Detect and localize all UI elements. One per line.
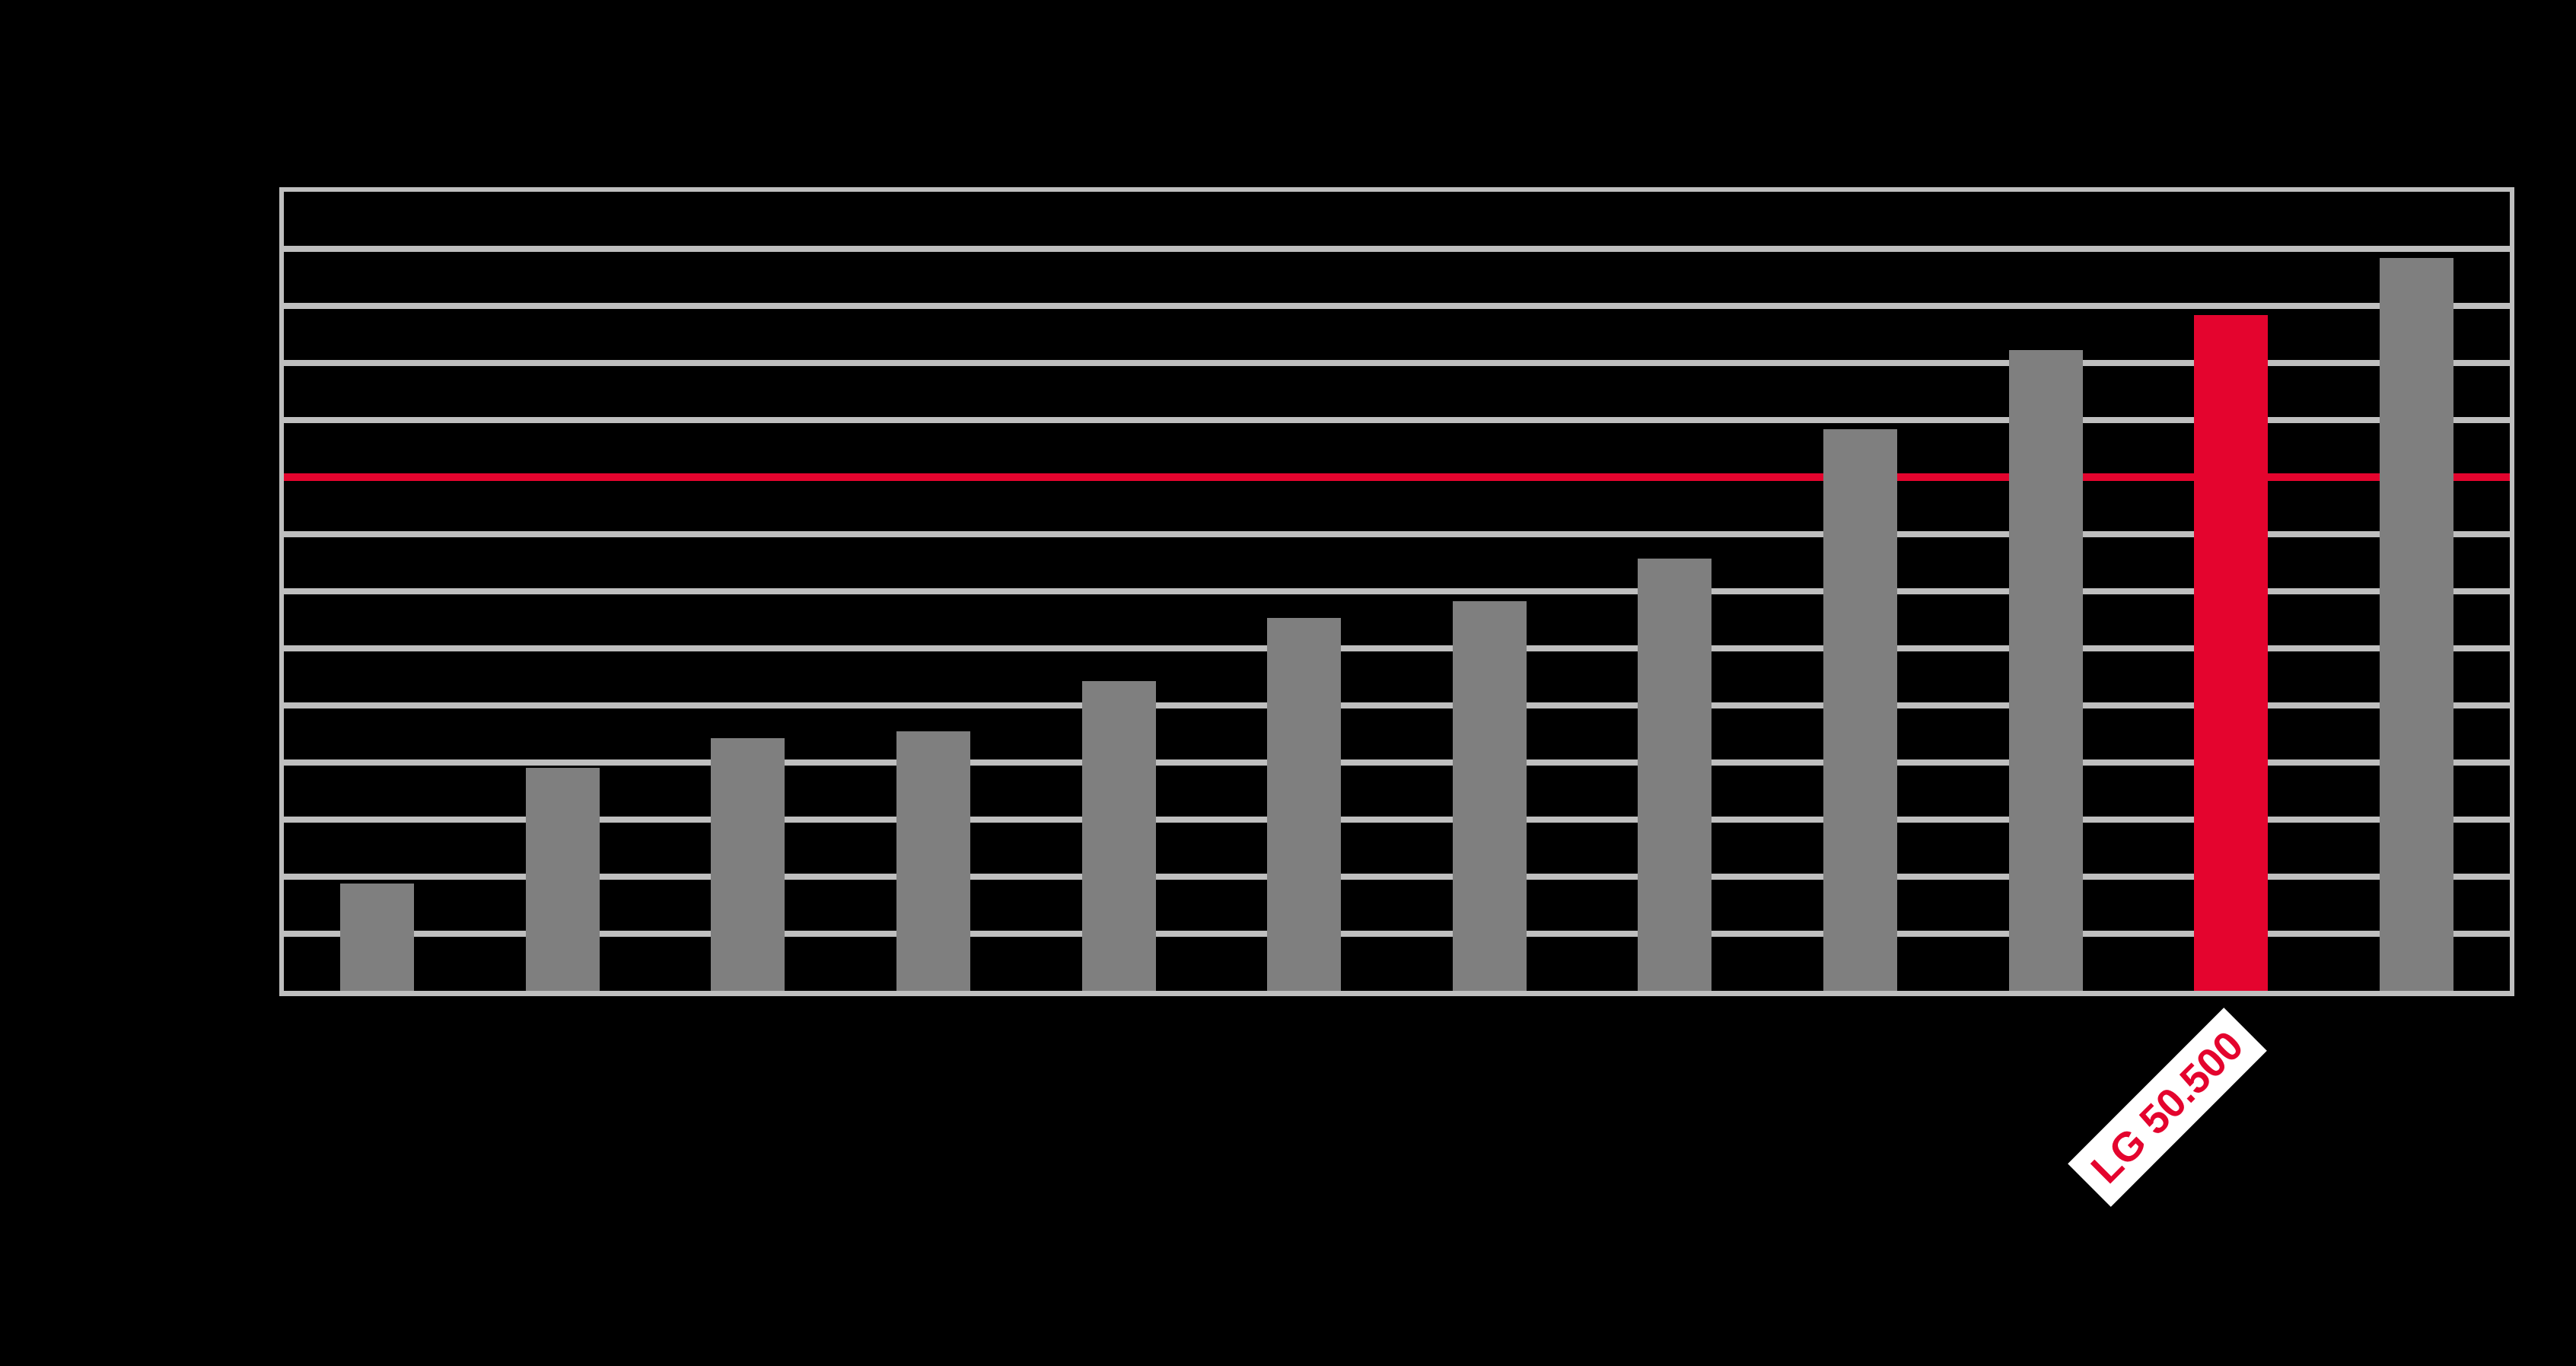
bar (1823, 429, 1898, 991)
gridline (284, 531, 2510, 537)
gridline (284, 588, 2510, 594)
bar (2008, 349, 2083, 991)
bar (1452, 600, 1527, 991)
gridline (284, 246, 2510, 252)
gridline (284, 931, 2510, 937)
gridline (284, 702, 2510, 708)
gridline (284, 645, 2510, 651)
reference-line (284, 473, 2510, 481)
bar (1081, 680, 1156, 991)
gridline (284, 417, 2510, 423)
highlighted-bar (2194, 315, 2269, 991)
gridline (284, 303, 2510, 309)
plot-area (279, 187, 2514, 996)
gridline (284, 874, 2510, 880)
bar (340, 884, 414, 991)
plot-frame-top (279, 187, 2514, 192)
x-axis-line (279, 991, 2514, 996)
gridline (284, 817, 2510, 823)
gridline (284, 759, 2510, 766)
plot-frame-left (279, 187, 284, 996)
bar (1638, 559, 1712, 991)
bar (896, 731, 970, 991)
plot-frame-right (2510, 187, 2514, 996)
highlight-bar-label: LG 50.500 (2068, 1008, 2267, 1207)
bar (2380, 258, 2453, 991)
bar (711, 737, 785, 991)
gridline (284, 360, 2510, 366)
bar (525, 767, 600, 991)
bar (1267, 618, 1342, 991)
